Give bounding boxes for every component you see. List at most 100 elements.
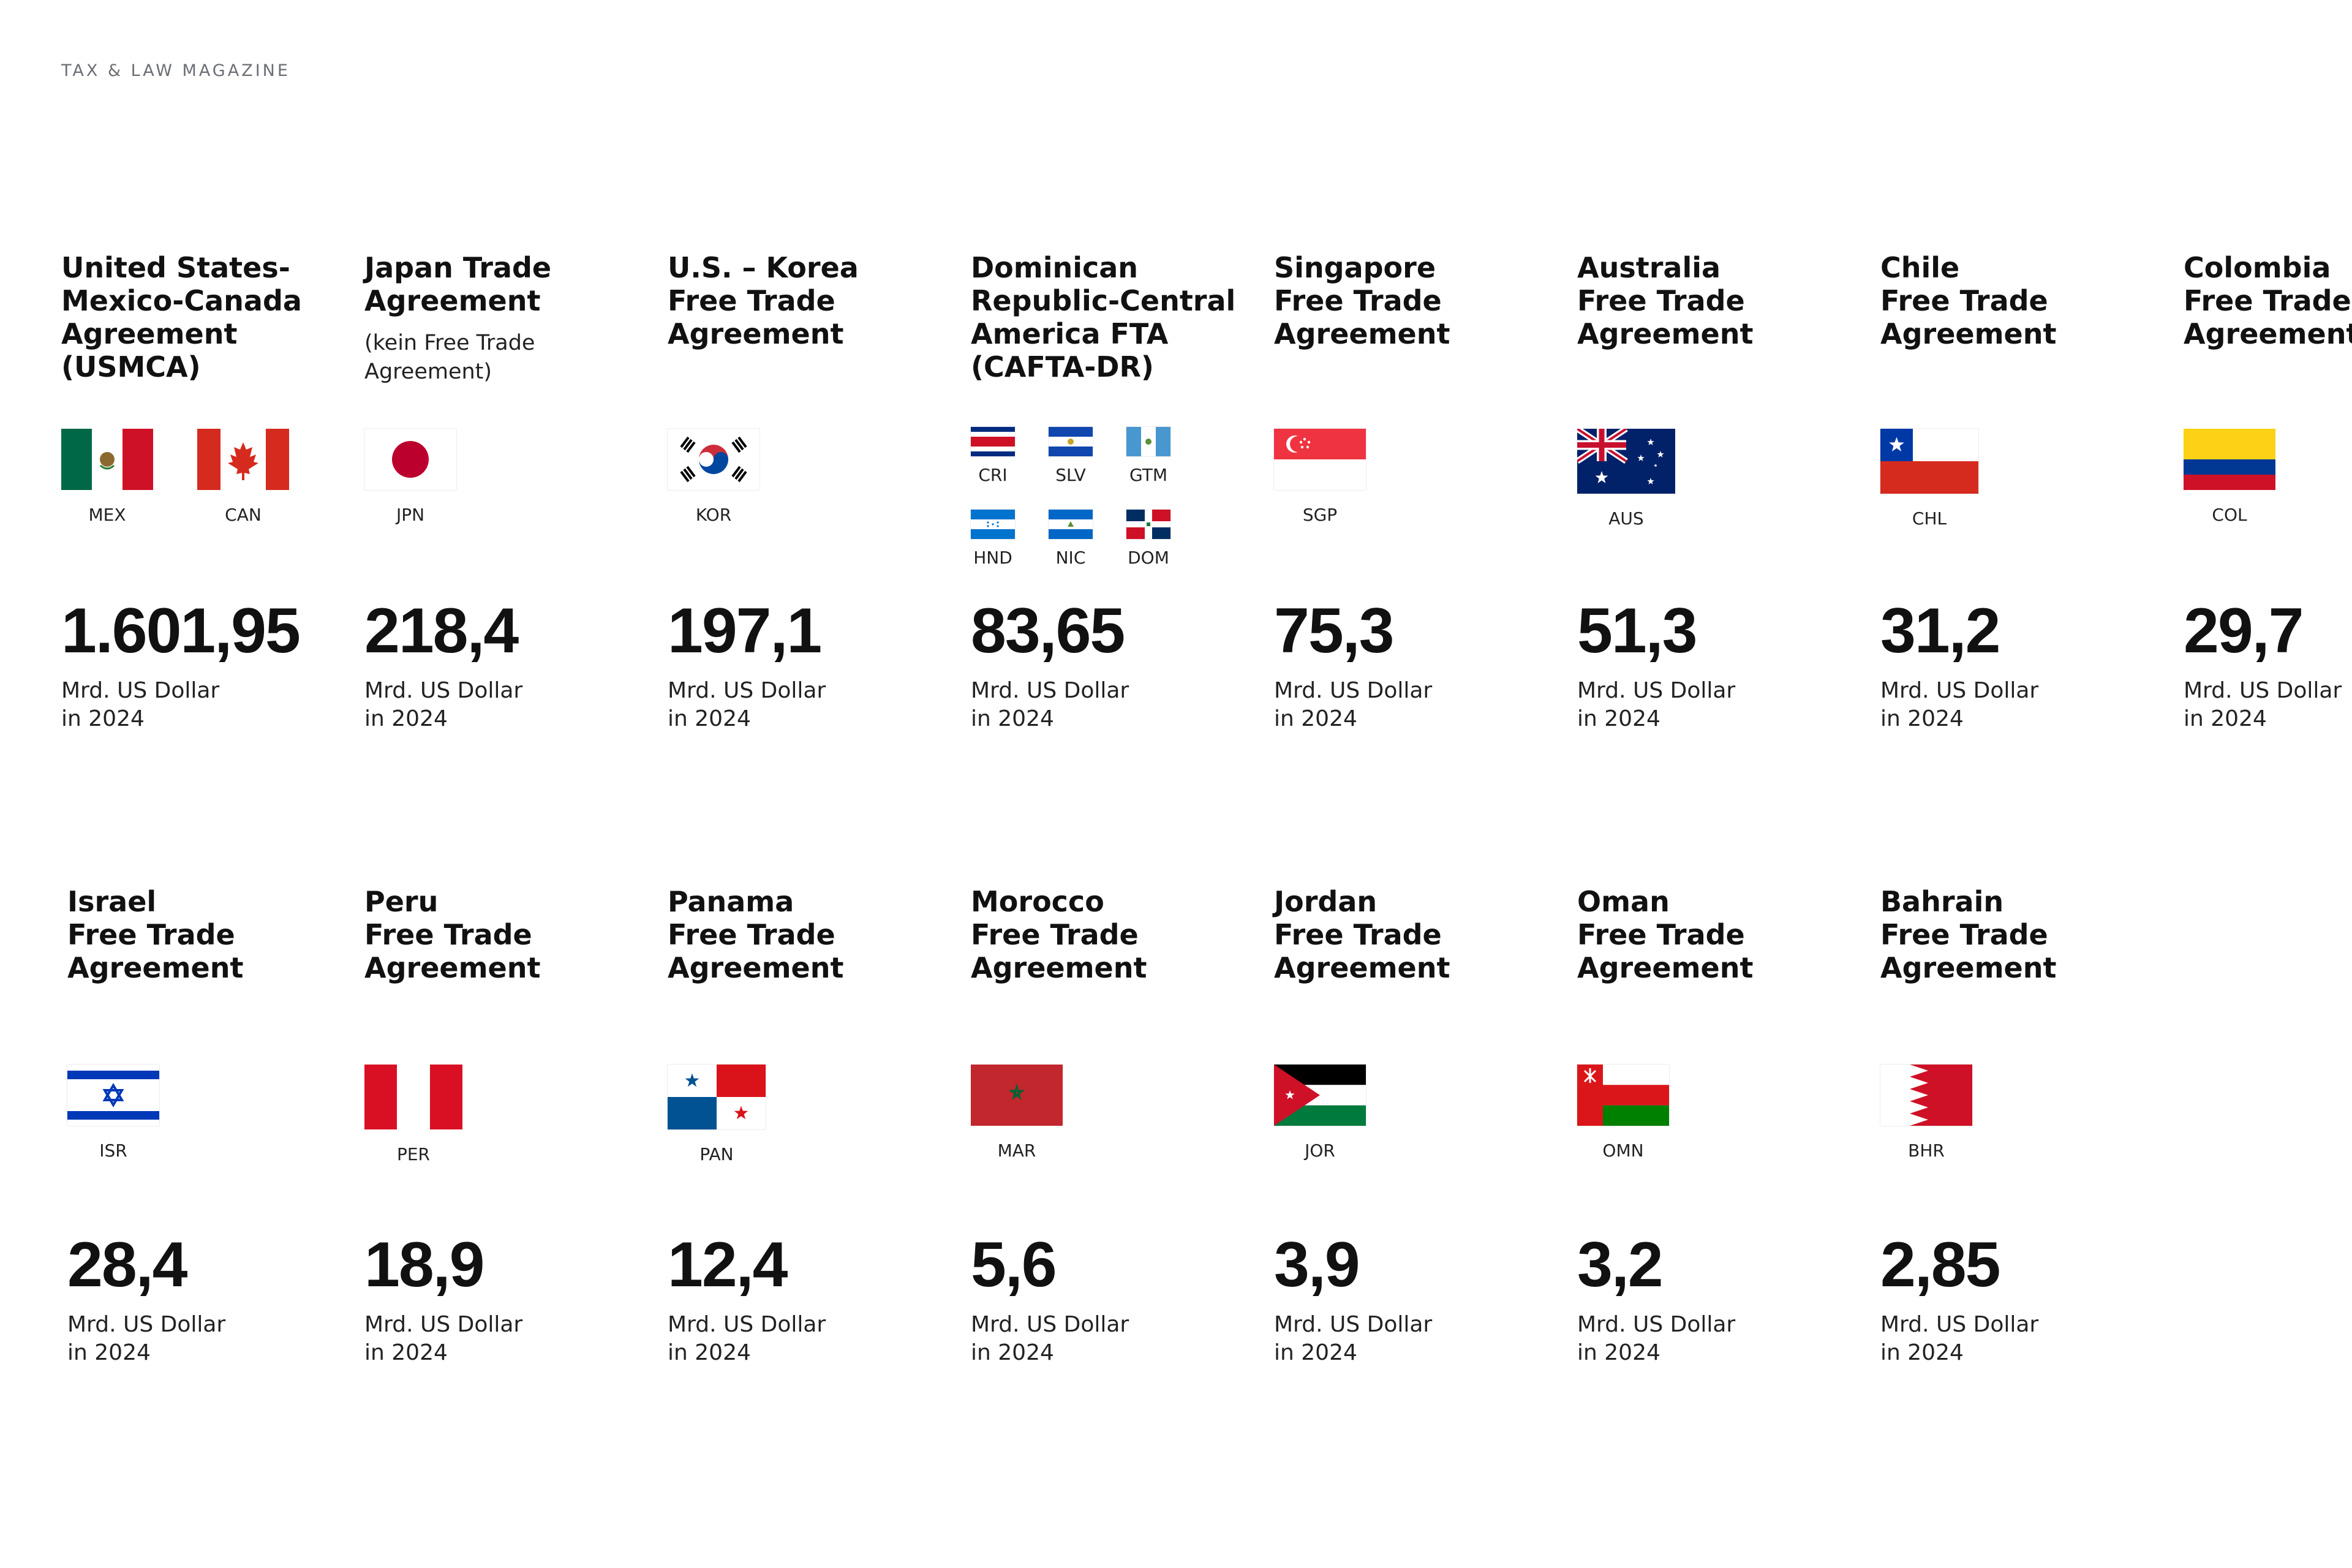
trade-value: 18,9 — [364, 1229, 484, 1300]
year-label: in 2024 — [1274, 706, 1357, 731]
trade-value: 83,65 — [971, 595, 1125, 666]
country-code: PAN — [699, 1144, 734, 1164]
country-code: MEX — [88, 505, 126, 525]
agreement-title: Jordan Free Trade Agreement — [1274, 885, 1450, 984]
value-unit: Mrd. US Dollar in 2024 — [668, 677, 826, 733]
unit-label: Mrd. US Dollar — [1577, 678, 1736, 703]
flag-mex: MEX — [61, 429, 153, 525]
agreement-card: Chile Free Trade Agreement CHL 31,2 Mrd. US… — [1880, 251, 2168, 864]
flag-cri: CRI — [968, 427, 1017, 485]
country-code: GTM — [1129, 465, 1167, 485]
year-label: in 2024 — [668, 1340, 751, 1365]
magazine-label: TAX & LAW MAGAZINE — [61, 61, 290, 80]
value-unit: Mrd. US Dollar in 2024 — [1274, 677, 1432, 733]
agreement-title: Dominican Republic-Central America FTA (… — [971, 251, 1236, 383]
trade-value: 29,7 — [2184, 595, 2304, 666]
agreement-title: Peru Free Trade Agreement — [364, 885, 541, 984]
agreement-card: Japan Trade Agreement (kein Free Trade Ag… — [364, 251, 652, 864]
value-unit: Mrd. US Dollar in 2024 — [1274, 1311, 1432, 1367]
country-code: NIC — [1055, 548, 1086, 568]
trade-value: 218,4 — [364, 595, 519, 666]
agreement-title: Colombia Free Trade Agreement — [2184, 251, 2352, 350]
unit-label: Mrd. US Dollar — [1577, 1312, 1736, 1337]
agreement-card: Jordan Free Trade Agreement JOR 3,9 Mrd. US… — [1274, 885, 1562, 1498]
year-label: in 2024 — [1880, 1340, 1964, 1365]
country-code: AUS — [1608, 508, 1644, 529]
year-label: in 2024 — [1577, 706, 1660, 731]
trade-value: 31,2 — [1880, 595, 2000, 666]
country-code: PER — [396, 1144, 431, 1164]
unit-label: Mrd. US Dollar — [1880, 1312, 2039, 1337]
agreement-card: Dominican Republic-Central America FTA (… — [971, 251, 1259, 864]
year-label: in 2024 — [1880, 706, 1964, 731]
year-label: in 2024 — [668, 706, 751, 731]
unit-label: Mrd. US Dollar — [364, 678, 523, 703]
flag-slv: SLV — [1046, 427, 1095, 485]
country-code: BHR — [1908, 1140, 1945, 1161]
value-unit: Mrd. US Dollar in 2024 — [1577, 677, 1735, 733]
unit-label: Mrd. US Dollar — [2184, 678, 2342, 703]
value-unit: Mrd. US Dollar in 2024 — [971, 1311, 1129, 1367]
country-code: MAR — [997, 1140, 1036, 1161]
flag-can: CAN — [197, 429, 289, 525]
country-code: COL — [2212, 505, 2247, 525]
agreement-card: Israel Free Trade Agreement ISR 28,4 Mrd. U… — [67, 885, 355, 1498]
trade-value: 5,6 — [971, 1229, 1057, 1300]
agreement-title: United States- Mexico-Canada Agreement (… — [61, 251, 302, 383]
agreement-card: Peru Free Trade Agreement PER 18,9 Mrd. US … — [364, 885, 652, 1498]
country-code: SGP — [1302, 505, 1338, 525]
flag-bhr: BHR — [1880, 1065, 1972, 1161]
year-label: in 2024 — [971, 706, 1054, 731]
trade-value: 197,1 — [668, 595, 822, 666]
country-code: ISR — [99, 1140, 127, 1161]
agreement-card: Australia Free Trade Agreement AUS 51,3 Mrd… — [1577, 251, 1865, 864]
year-label: in 2024 — [1577, 1340, 1660, 1365]
agreement-card: Bahrain Free Trade Agreement BHR 2,85 Mrd. … — [1880, 885, 2168, 1498]
agreement-title: Chile Free Trade Agreement — [1880, 251, 2057, 350]
flag-col: COL — [2184, 429, 2275, 525]
agreement-card: Panama Free Trade Agreement PAN 12,4 Mrd. U… — [668, 885, 956, 1498]
flag-mar: MAR — [971, 1065, 1063, 1161]
unit-label: Mrd. US Dollar — [1274, 678, 1433, 703]
flag-isr: ISR — [67, 1065, 159, 1161]
agreement-card: U.S. – Korea Free Trade Agreement KOR 197,… — [668, 251, 956, 864]
unit-label: Mrd. US Dollar — [971, 1312, 1129, 1337]
flag-chl: CHL — [1880, 429, 1978, 529]
unit-label: Mrd. US Dollar — [61, 678, 220, 703]
agreement-title: Morocco Free Trade Agreement — [971, 885, 1147, 984]
flag-jor: JOR — [1274, 1065, 1366, 1161]
country-code: DOM — [1128, 548, 1169, 568]
country-code: HND — [973, 548, 1012, 568]
trade-value: 3,2 — [1577, 1229, 1664, 1300]
value-unit: Mrd. US Dollar in 2024 — [1880, 1311, 2038, 1367]
agreement-card: Oman Free Trade Agreement OMN 3,2 Mrd. US D… — [1577, 885, 1865, 1498]
value-unit: Mrd. US Dollar in 2024 — [1577, 1311, 1735, 1367]
year-label: in 2024 — [61, 706, 145, 731]
flag-dom: DOM — [1124, 510, 1173, 568]
country-code: CHL — [1912, 508, 1947, 529]
flag-pan: PAN — [668, 1065, 766, 1164]
country-code: CAN — [225, 505, 262, 525]
value-unit: Mrd. US Dollar in 2024 — [67, 1311, 225, 1367]
year-label: in 2024 — [2184, 706, 2267, 731]
value-unit: Mrd. US Dollar in 2024 — [2184, 677, 2342, 733]
unit-label: Mrd. US Dollar — [1274, 1312, 1433, 1337]
flag-gtm: GTM — [1124, 427, 1173, 485]
trade-value: 2,85 — [1880, 1229, 2000, 1300]
trade-value: 3,9 — [1274, 1229, 1360, 1300]
value-unit: Mrd. US Dollar in 2024 — [364, 1311, 522, 1367]
agreement-card: Colombia Free Trade Agreement COL 29,7 Mrd.… — [2184, 251, 2352, 864]
country-code: SLV — [1055, 465, 1086, 485]
year-label: in 2024 — [1274, 1340, 1357, 1365]
flag-hnd: HND — [968, 510, 1017, 568]
unit-label: Mrd. US Dollar — [668, 1312, 826, 1337]
flag-omn: OMN — [1577, 1065, 1669, 1161]
flag-kor: KOR — [668, 429, 760, 525]
agreement-title: Singapore Free Trade Agreement — [1274, 251, 1450, 350]
agreement-title: Bahrain Free Trade Agreement — [1880, 885, 2057, 984]
flag-aus: AUS — [1577, 429, 1675, 529]
unit-label: Mrd. US Dollar — [971, 678, 1129, 703]
value-unit: Mrd. US Dollar in 2024 — [668, 1311, 826, 1367]
country-code: OMN — [1602, 1140, 1644, 1161]
agreement-title: Japan Trade Agreement — [364, 251, 552, 317]
